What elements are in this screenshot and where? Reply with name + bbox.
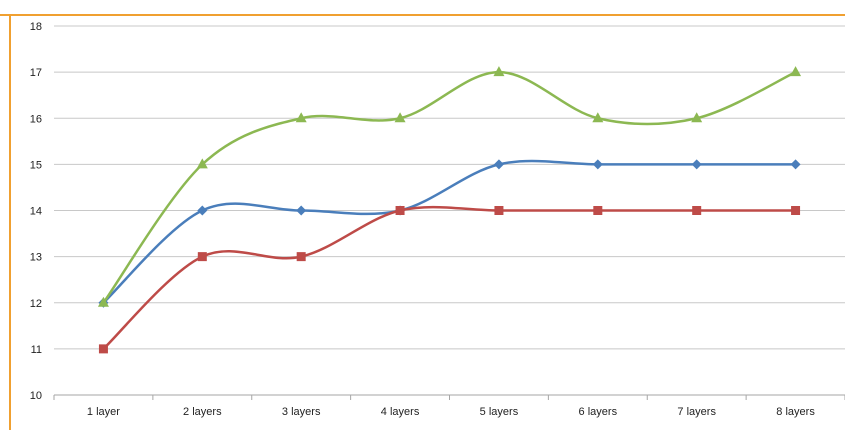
- series-2-point: [494, 206, 504, 215]
- series-2-point: [197, 252, 207, 262]
- x-tick-label: 7 layers: [677, 406, 716, 418]
- frame-left-border: [9, 14, 11, 430]
- series-2-line: [102, 205, 796, 350]
- x-tick-label: 5 layers: [480, 406, 519, 418]
- series-1-point: [691, 159, 702, 170]
- series-1-point: [493, 159, 504, 170]
- series-3-point: [493, 66, 505, 77]
- y-tick-label-16: 16: [30, 113, 42, 125]
- y-tick-label-18: 18: [30, 21, 42, 33]
- y-tick-label-17: 17: [30, 67, 42, 79]
- series-3-point: [196, 158, 208, 169]
- series-2-point: [791, 206, 801, 215]
- series-1-point: [296, 205, 307, 216]
- x-tick-label: 3 layers: [282, 406, 321, 418]
- series-2-point: [395, 206, 405, 215]
- series-2-point: [296, 252, 306, 262]
- series-3-point: [295, 112, 307, 123]
- y-tick-label-14: 14: [30, 206, 42, 218]
- y-tick-label-12: 12: [30, 298, 42, 310]
- series-1-point: [197, 205, 208, 216]
- series-2-point: [692, 206, 702, 215]
- y-tick-label-11: 11: [31, 344, 42, 356]
- y-tick-label-15: 15: [30, 159, 42, 171]
- y-tick-label-13: 13: [30, 252, 42, 264]
- series-1-line: [102, 159, 796, 304]
- frame-top-border: [0, 14, 845, 16]
- series-3-point: [394, 112, 406, 123]
- series-1-point: [592, 159, 603, 170]
- series-2-point: [593, 206, 603, 215]
- x-tick-label: 1 layer: [87, 406, 120, 418]
- x-tick-label: 8 layers: [776, 406, 815, 418]
- y-tick-label-10: 10: [30, 390, 42, 402]
- series-3-point: [592, 112, 604, 123]
- series-3-point: [97, 296, 109, 307]
- x-tick-label: 2 layers: [183, 406, 222, 418]
- series-3-point: [790, 66, 802, 77]
- series-3-point: [691, 112, 703, 123]
- x-tick-label: 6 layers: [579, 406, 618, 418]
- series-2-point: [98, 344, 108, 354]
- x-tick-label: 4 layers: [381, 406, 420, 418]
- series-1-point: [790, 159, 801, 170]
